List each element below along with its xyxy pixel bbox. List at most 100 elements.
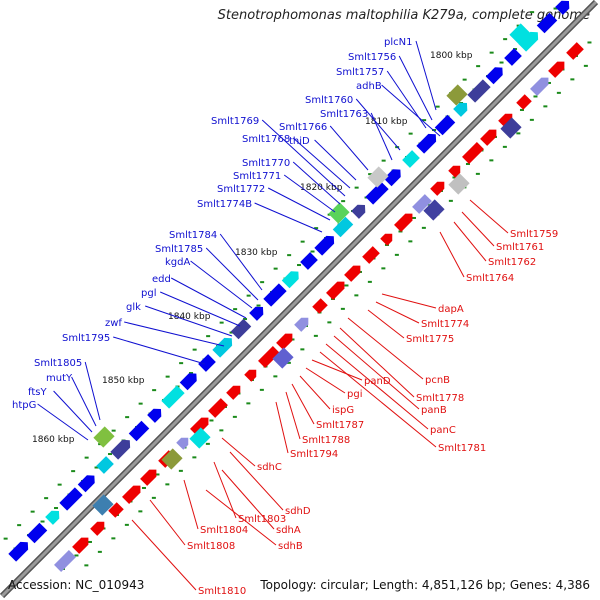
reverse-gene-box-shape — [326, 281, 345, 300]
forward-leader-line — [292, 161, 341, 205]
reverse-leader-line — [339, 327, 415, 398]
forward-leader-line — [53, 390, 93, 433]
tick-mark — [259, 388, 264, 391]
tick-mark — [165, 375, 170, 378]
forward-gene-box — [77, 475, 95, 493]
forward-gene-box-shape — [8, 541, 29, 562]
tick-mark — [243, 318, 248, 321]
forward-gene-label: kgdA — [165, 257, 190, 268]
forward-gene-label: Smlt1805 — [34, 358, 82, 369]
reverse-gene-box-shape — [190, 417, 209, 436]
reverse-gene-box — [462, 142, 484, 164]
forward-gene-box-shape — [536, 12, 558, 34]
tick-mark — [232, 415, 237, 418]
tick-mark — [340, 307, 345, 310]
reverse-gene-label: Smlt1787 — [316, 420, 364, 431]
reverse-gene-box-shape — [412, 194, 432, 214]
forward-gene-box-shape — [96, 456, 114, 474]
forward-gene-box-shape — [212, 337, 233, 358]
reverse-gene-label: panB — [421, 405, 447, 416]
forward-gene-box-shape — [332, 216, 354, 238]
forward-leader-line — [381, 84, 441, 137]
reverse-gene-label: sdhB — [278, 541, 303, 552]
forward-gene-box — [300, 252, 318, 270]
forward-gene-box — [332, 216, 354, 238]
tick-mark — [368, 173, 373, 176]
forward-gene-box — [249, 306, 264, 321]
accent-gene-box — [328, 202, 350, 224]
forward-leader-line — [292, 137, 351, 189]
reverse-leader-line — [213, 461, 237, 519]
reverse-gene-label: Smlt1804 — [200, 525, 248, 536]
reverse-leader-line — [381, 293, 437, 309]
reverse-gene-box — [530, 77, 549, 96]
tick-mark — [246, 294, 251, 297]
tick-mark — [421, 226, 426, 229]
tick-mark — [87, 540, 92, 543]
forward-leader-line — [170, 277, 247, 319]
forward-gene-box-shape — [45, 510, 60, 525]
reverse-leader-line — [311, 359, 363, 381]
tick-mark — [533, 95, 538, 98]
forward-gene-box — [161, 385, 185, 409]
scale-label: 1800 kbp — [430, 51, 473, 61]
forward-gene-label: thiD — [289, 136, 310, 147]
forward-gene-box — [536, 12, 558, 34]
reverse-gene-label: Smlt1788 — [302, 435, 350, 446]
forward-gene-label: pgl — [141, 288, 156, 299]
forward-gene-box-shape — [300, 252, 318, 270]
reverse-gene-label: Smlt1794 — [290, 449, 338, 460]
reverse-leader-line — [205, 489, 277, 546]
tick-mark — [314, 227, 319, 230]
tick-mark — [111, 429, 116, 432]
accent-gene-box — [448, 173, 470, 195]
reverse-gene-box — [326, 281, 345, 300]
tick-mark — [17, 524, 22, 527]
tick-mark — [219, 429, 224, 432]
reverse-gene-box-shape — [548, 61, 565, 78]
reverse-gene-label: Smlt1778 — [416, 393, 464, 404]
tick-mark — [503, 38, 508, 41]
tick-mark — [152, 389, 157, 392]
tick-mark — [108, 453, 113, 456]
reverse-leader-line — [291, 383, 315, 425]
tick-mark — [465, 162, 470, 165]
reverse-gene-box — [362, 246, 380, 264]
tick-mark — [476, 65, 481, 68]
reverse-gene-box — [190, 417, 209, 436]
reverse-gene-box — [380, 233, 393, 246]
reverse-gene-box — [276, 333, 293, 350]
reverse-gene-box-shape — [122, 485, 141, 504]
forward-gene-label: Smlt1795 — [62, 333, 110, 344]
reverse-gene-box — [90, 521, 105, 536]
forward-leader-line — [254, 202, 323, 233]
reverse-gene-box — [312, 298, 328, 314]
forward-gene-label: Smlt1770 — [242, 158, 290, 169]
accent-gene-box-shape — [189, 427, 211, 449]
genome-summary: Topology: circular; Length: 4,851,126 bp… — [260, 578, 590, 592]
tick-mark — [74, 554, 79, 557]
forward-gene-box-shape — [518, 31, 539, 52]
tick-mark — [570, 78, 575, 81]
tick-mark — [94, 466, 99, 469]
scale-label: 1850 kbp — [102, 376, 145, 386]
tick-mark — [556, 91, 561, 94]
forward-gene-box — [351, 204, 366, 219]
reverse-gene-box-shape — [530, 77, 549, 96]
reverse-gene-labels: Smlt1759 Smlt1761 Smlt1762 Smlt1764 dapA Smlt… — [131, 199, 558, 597]
accent-gene-box — [92, 494, 114, 516]
reverse-gene-label: sdhD — [285, 506, 311, 517]
tick-mark — [71, 470, 76, 473]
forward-gene-box — [179, 373, 197, 391]
forward-gene-box-shape — [249, 306, 264, 321]
reverse-gene-label: ispG — [332, 405, 354, 416]
scale-label: 1860 kbp — [32, 435, 75, 445]
forward-leader-line — [219, 233, 263, 291]
reverse-gene-box-shape — [54, 550, 76, 572]
reverse-gene-box-shape — [276, 333, 293, 350]
tick-mark — [354, 186, 359, 189]
forward-gene-box — [128, 420, 150, 442]
reverse-gene-box — [480, 129, 497, 146]
